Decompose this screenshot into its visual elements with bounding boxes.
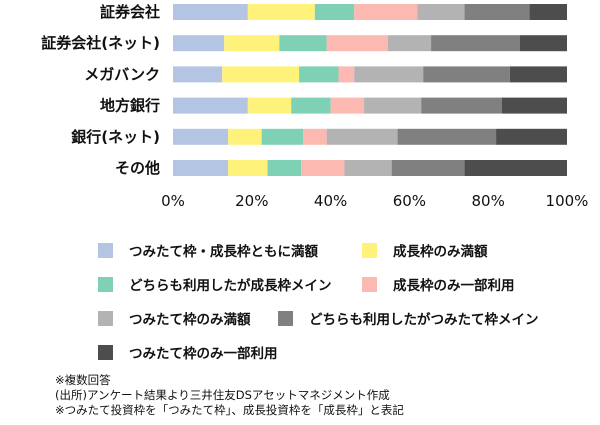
bar-segment — [423, 66, 510, 83]
bar-segment — [279, 35, 327, 52]
bar-segment — [387, 35, 432, 52]
bar-segment — [228, 128, 262, 145]
legend-item: つみたて枠・成長枠ともに満額 — [98, 240, 318, 260]
legend-swatch — [362, 242, 377, 258]
footnotes: ※複数回答 (出所)アンケート結果より三井住友DSアセットマネジメント作成 ※つ… — [55, 373, 404, 418]
category-label: 地方銀行 — [100, 97, 160, 115]
legend-label: 成長枠のみ満額 — [393, 244, 488, 260]
category-label: メガバンク — [84, 65, 160, 83]
bar-segment — [391, 160, 465, 176]
bar-segment — [338, 66, 355, 83]
category-label: 証券会社(ネット) — [41, 34, 160, 52]
bar-segment — [173, 35, 225, 52]
bar-segment — [326, 128, 398, 145]
category-label: 銀行(ネット) — [71, 128, 160, 146]
bar-segment — [464, 4, 530, 20]
bar-segment — [330, 97, 365, 114]
legend-item: 成長枠のみ一部利用 — [362, 274, 515, 294]
bar-segment — [417, 4, 465, 20]
bar-segment — [173, 66, 223, 83]
bar-segment — [344, 160, 392, 176]
legend-item: どちらも利用したが成長枠メイン — [98, 274, 332, 294]
bar-segment — [496, 128, 567, 145]
bar-segment — [173, 4, 248, 20]
bar-segment — [173, 97, 248, 114]
legend-swatch — [98, 242, 113, 258]
bar-segment — [222, 66, 300, 83]
x-tick-label: 80% — [472, 192, 505, 210]
x-tick-label: 100% — [546, 192, 589, 210]
note-abbreviations: ※つみたて投資枠を「つみたて枠」、成長投資枠を「成長枠」と表記 — [55, 403, 404, 417]
legend-label: つみたて枠のみ満額 — [129, 312, 251, 328]
legend-swatch — [98, 276, 113, 292]
legend-label: つみたて枠・成長枠ともに満額 — [129, 244, 318, 260]
bar-segment — [529, 4, 567, 20]
legend-swatch — [362, 276, 377, 292]
x-tick-label: 0% — [161, 192, 185, 210]
bar-segment — [303, 128, 327, 145]
legend-swatch — [98, 310, 113, 326]
legend-swatch — [278, 310, 293, 326]
legend-item: どちらも利用したがつみたて枠メイン — [278, 308, 539, 328]
legend-item: つみたて枠のみ満額 — [98, 308, 251, 328]
x-tick-label: 40% — [314, 192, 347, 210]
legend-label: 成長枠のみ一部利用 — [393, 278, 515, 294]
legend-label: どちらも利用したが成長枠メイン — [129, 278, 332, 294]
note-multiple-answers: ※複数回答 — [55, 373, 111, 387]
bar-segment — [519, 35, 567, 52]
bar-segment — [421, 97, 502, 114]
legend-swatch — [98, 344, 113, 360]
bar-segment — [228, 160, 268, 176]
bar-segment — [267, 160, 302, 176]
bar-segment — [501, 97, 567, 114]
category-label: その他 — [115, 159, 160, 177]
bar-segment — [509, 66, 567, 83]
bar-segment — [364, 97, 422, 114]
legend-item: 成長枠のみ満額 — [362, 240, 488, 260]
x-axis-tick-labels: 0% 20% 40% 60% 80% 100% — [161, 192, 588, 210]
bar-segment — [314, 4, 355, 20]
bar-segment — [354, 4, 418, 20]
x-tick-label: 60% — [393, 192, 426, 210]
bar-segment — [173, 160, 229, 176]
bar-segment — [291, 97, 331, 114]
note-source: (出所)アンケート結果より三井住友DSアセットマネジメント作成 — [55, 388, 390, 402]
bar-segment — [261, 128, 304, 145]
bar-segment — [301, 160, 345, 176]
bar-segment — [431, 35, 520, 52]
bar-segment — [464, 160, 567, 176]
legend-label: どちらも利用したがつみたて枠メイン — [309, 312, 539, 328]
bar-segment — [224, 35, 280, 52]
bar-segment — [397, 128, 497, 145]
bar-segment — [173, 128, 229, 145]
bar-segment — [299, 66, 339, 83]
bar-segment — [247, 4, 315, 20]
bar-segment — [247, 97, 292, 114]
legend-item: つみたて枠のみ一部利用 — [98, 342, 278, 362]
legend-label: つみたて枠のみ一部利用 — [129, 346, 278, 362]
bar-segment — [326, 35, 388, 52]
category-label: 証券会社 — [100, 3, 160, 21]
x-tick-label: 20% — [235, 192, 268, 210]
bar-area — [173, 4, 567, 176]
bar-segment — [354, 66, 424, 83]
